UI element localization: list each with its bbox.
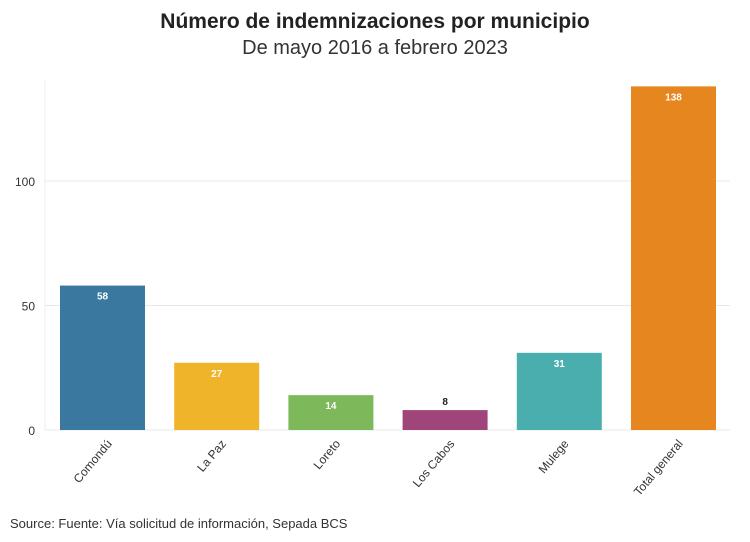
- data-label: 138: [665, 92, 682, 103]
- y-tick-label: 0: [28, 424, 35, 438]
- x-tick-label: Los Cabos: [410, 437, 458, 490]
- bar: [516, 352, 602, 430]
- data-label: 58: [97, 292, 109, 303]
- chart-title: Número de indemnizaciones por municipio: [160, 10, 590, 33]
- source-note: Source: Fuente: Vía solicitud de informa…: [10, 516, 348, 531]
- x-tick-label: Comondú: [71, 437, 115, 486]
- data-label: 31: [554, 359, 566, 370]
- x-tick-label: Total general: [631, 437, 686, 499]
- bar: [631, 86, 716, 430]
- chart-subtitle: De mayo 2016 a febrero 2023: [242, 37, 508, 59]
- y-tick-label: 100: [15, 175, 35, 189]
- y-tick-label: 50: [22, 300, 36, 314]
- bar: [288, 395, 374, 430]
- data-label: 27: [211, 369, 223, 380]
- x-tick-label: La Paz: [194, 437, 229, 475]
- x-tick-label: Loreto: [311, 437, 344, 472]
- x-tick-label: Mulege: [536, 437, 572, 476]
- data-label: 8: [442, 397, 448, 408]
- data-label: 14: [325, 401, 337, 412]
- bar: [402, 410, 488, 430]
- bar: [60, 285, 145, 430]
- bar: [174, 362, 260, 430]
